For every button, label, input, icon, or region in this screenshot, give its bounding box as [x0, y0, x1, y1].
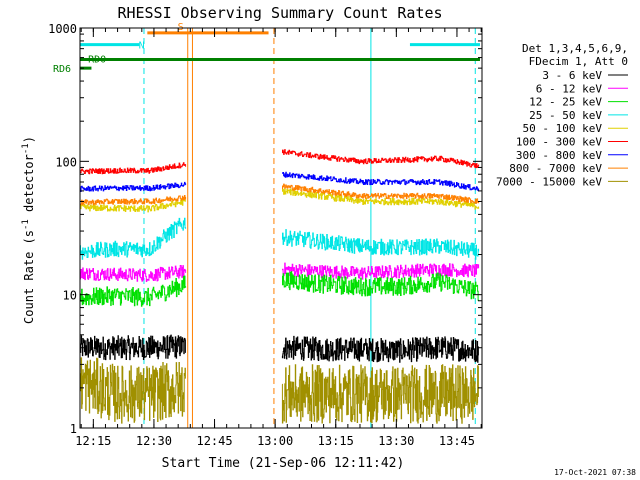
x-tick-label: 13:45: [439, 434, 475, 448]
legend-entry-label: 300 - 800 keV: [516, 149, 602, 162]
flag-label-n: N: [139, 41, 145, 52]
y-axis-label-exp1: -1: [21, 219, 31, 230]
x-axis-label: Start Time (21-Sep-06 12:11:42): [162, 456, 405, 471]
series-trace: [282, 183, 480, 204]
data-layer: N S RD0 RD6: [53, 22, 480, 428]
legend-entry-label: 800 - 7000 keV: [509, 162, 602, 175]
x-tick-label: 12:45: [196, 434, 232, 448]
series-trace: [80, 181, 187, 192]
legend-entry-label: 100 - 300 keV: [516, 136, 602, 149]
y-tick-label: 10: [63, 289, 77, 303]
series-trace: [80, 217, 187, 260]
y-axis-label-mid: detector: [22, 154, 36, 219]
legend-entry-label: 50 - 100 keV: [523, 122, 603, 135]
legend-entry-label: 12 - 25 keV: [529, 96, 602, 109]
y-tick-label: 100: [55, 155, 77, 169]
series-trace: [282, 171, 480, 192]
flag-label-s: S: [178, 22, 184, 33]
y-tick-label: 1000: [48, 22, 77, 36]
x-tick-label: 13:15: [318, 434, 354, 448]
plot-frame: [79, 27, 483, 429]
y-axis-label-end: ): [22, 136, 36, 143]
series-trace: [80, 275, 187, 307]
flag-label-rd0: RD0: [88, 55, 106, 66]
y-axis-label: Count Rate (s-1 detector-1): [21, 136, 36, 324]
x-tick-label: 12:15: [75, 434, 111, 448]
legend-entry-label: 6 - 12 keV: [536, 82, 603, 95]
series-trace: [282, 229, 480, 260]
y-tick-label: 1: [70, 422, 77, 436]
series-trace: [282, 271, 480, 301]
legend-entry-label: 3 - 6 keV: [542, 69, 602, 82]
flag-label-rd6: RD6: [53, 64, 71, 75]
legend-entry-label: 7000 - 15000 keV: [496, 175, 602, 188]
x-tick-label: 13:30: [378, 434, 414, 448]
legend: Det 1,3,4,5,6,9, FDecim 1, Att 0 3 - 6 k…: [496, 42, 628, 188]
series-trace: [281, 335, 479, 363]
legend-header-detectors: Det 1,3,4,5,6,9,: [522, 42, 628, 55]
generation-timestamp: 17-Oct-2021 07:38: [554, 468, 636, 477]
series-trace: [80, 198, 187, 213]
series-trace: [281, 364, 479, 424]
series-trace: [80, 265, 187, 282]
series-trace: [80, 162, 187, 175]
series-trace: [80, 195, 187, 206]
axes-layer: 1 10 100 1000 12:15 12:30 12:45 13:00 13:15 13:30…: [48, 22, 483, 448]
legend-entry-label: 25 - 50 keV: [529, 109, 602, 122]
series-trace: [79, 334, 186, 361]
series-trace: [79, 357, 186, 424]
x-tick-label: 13:00: [257, 434, 293, 448]
y-axis-label-base: Count Rate (s: [22, 230, 36, 324]
series-trace: [282, 149, 480, 169]
x-tick-label: 12:30: [136, 434, 172, 448]
chart-title: RHESSI Observing Summary Count Rates: [117, 4, 442, 22]
legend-header-decimation: FDecim 1, Att 0: [529, 55, 628, 68]
series-trace: [282, 262, 480, 280]
y-axis-label-exp2: -1: [21, 143, 31, 154]
